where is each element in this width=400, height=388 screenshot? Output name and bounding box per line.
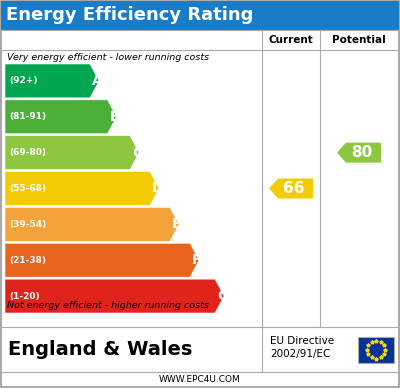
Bar: [1, 1, 399, 30]
Polygon shape: [5, 208, 179, 241]
Polygon shape: [5, 171, 159, 205]
Text: (69-80): (69-80): [9, 148, 46, 157]
Text: Potential: Potential: [332, 35, 386, 45]
Text: A: A: [92, 74, 103, 88]
Text: E: E: [172, 217, 182, 231]
Polygon shape: [5, 243, 199, 277]
Text: (39-54): (39-54): [9, 220, 46, 229]
Text: England & Wales: England & Wales: [8, 340, 192, 359]
Text: (55-68): (55-68): [9, 184, 46, 193]
Text: F: F: [192, 253, 202, 267]
Text: D: D: [152, 182, 164, 196]
Text: B: B: [110, 110, 120, 124]
Text: (81-91): (81-91): [9, 112, 46, 121]
Polygon shape: [269, 178, 313, 199]
Text: EU Directive
2002/91/EC: EU Directive 2002/91/EC: [270, 336, 334, 359]
Text: G: G: [217, 289, 228, 303]
Text: 80: 80: [351, 145, 373, 160]
Polygon shape: [5, 64, 99, 98]
Polygon shape: [5, 136, 139, 170]
Text: C: C: [132, 146, 142, 159]
Polygon shape: [337, 143, 381, 163]
Text: Not energy efficient - higher running costs: Not energy efficient - higher running co…: [7, 301, 209, 310]
Text: Current: Current: [269, 35, 313, 45]
Text: Very energy efficient - lower running costs: Very energy efficient - lower running co…: [7, 52, 209, 62]
Text: 66: 66: [283, 181, 305, 196]
Text: (92+): (92+): [9, 76, 38, 85]
Bar: [358, 336, 394, 362]
Polygon shape: [5, 100, 116, 134]
Text: Energy Efficiency Rating: Energy Efficiency Rating: [6, 6, 253, 24]
Text: (21-38): (21-38): [9, 256, 46, 265]
Polygon shape: [5, 279, 224, 313]
Text: WWW.EPC4U.COM: WWW.EPC4U.COM: [159, 376, 241, 385]
Text: (1-20): (1-20): [9, 291, 40, 301]
